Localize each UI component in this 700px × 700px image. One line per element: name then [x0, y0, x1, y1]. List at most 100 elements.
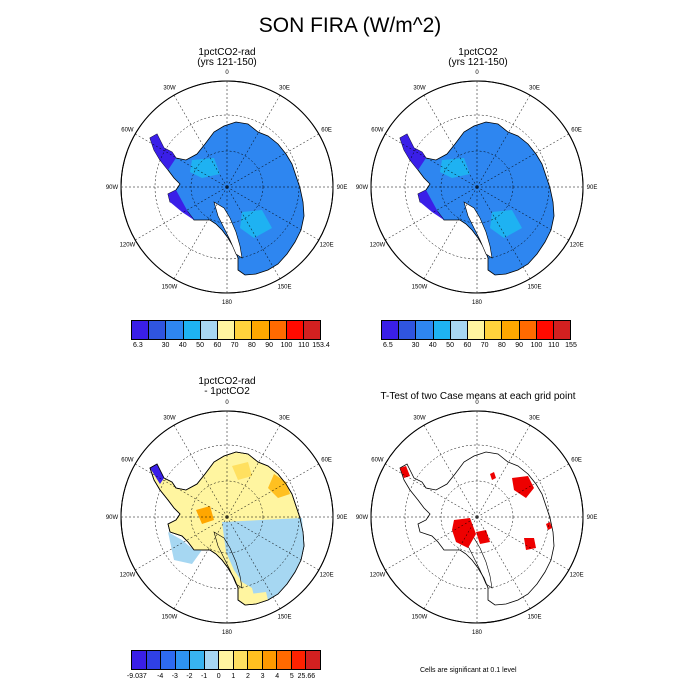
- peninsula-patch: [150, 134, 176, 170]
- meridian-line: [385, 463, 478, 518]
- colorbar-swatch: [433, 321, 451, 339]
- colorbar-panel1: [131, 320, 321, 340]
- meridian-line: [476, 463, 569, 518]
- colorbar-tick-label: 40: [428, 342, 437, 349]
- colorbar-tick-label: 3: [260, 673, 265, 680]
- longitude-label: 30E: [529, 415, 540, 421]
- meridian-line: [423, 425, 478, 518]
- longitude-label: 150E: [277, 615, 291, 621]
- colorbar-swatch: [161, 651, 176, 669]
- longitude-label: 30W: [413, 415, 426, 421]
- colorbar-swatch: [286, 321, 304, 339]
- colorbar-swatch: [485, 321, 503, 339]
- positive-anomaly-patch: [250, 592, 268, 604]
- longitude-label: 60W: [121, 458, 134, 464]
- figure-title: SON FIRA (W/m^2): [258, 14, 442, 37]
- colorbar-swatch: [175, 651, 191, 669]
- colorbar-swatch: [399, 321, 417, 339]
- colorbar-tick-label: 100: [530, 342, 543, 349]
- panel2-title-line2: (yrs 121-150): [448, 57, 508, 68]
- longitude-label: 120E: [570, 573, 584, 579]
- longitude-label: 60W: [371, 458, 384, 464]
- colorbar-swatch: [204, 651, 220, 669]
- colorbar-swatch: [269, 321, 287, 339]
- colorbar-tick-label: -4: [157, 673, 164, 680]
- colorbar-swatch: [190, 651, 205, 669]
- meridian-line: [423, 516, 478, 609]
- colorbar-swatch: [277, 651, 292, 669]
- colorbar-tick-label: 90: [265, 342, 274, 349]
- colorbar-tick-label: 1: [231, 673, 236, 680]
- longitude-label: 90E: [587, 185, 598, 191]
- significant-cell-cluster: [476, 530, 490, 544]
- longitude-label: 120W: [370, 573, 386, 579]
- longitude-label: 120E: [320, 573, 334, 579]
- meridian-line: [226, 516, 281, 609]
- colorbar-tick-label: -3: [171, 673, 178, 680]
- meridian-line: [476, 516, 569, 571]
- longitude-label: 60E: [571, 128, 582, 134]
- colorbar-tick-label: 153.4: [312, 342, 330, 349]
- panel1-title-line2: (yrs 121-150): [197, 57, 257, 68]
- negative-anomaly-region: [168, 532, 202, 564]
- map-panel-difference: 0 30E 60E 90E 120E 150E 180 150W 120W 90W 60W 30W: [106, 400, 348, 636]
- panel3-title: 1pctCO2-rad - 1pctCO2: [147, 377, 307, 397]
- colorbar-tick-label: -9.037: [126, 673, 147, 680]
- longitude-label: 90E: [337, 515, 348, 521]
- longitude-label: 180: [472, 300, 483, 306]
- meridian-line: [173, 425, 228, 518]
- colorbar-tick-label: 80: [248, 342, 256, 349]
- colorbar-swatch: [519, 321, 537, 339]
- colorbar-swatch: [502, 321, 520, 339]
- panel2-title: 1pctCO2 (yrs 121-150): [398, 48, 558, 68]
- significance-note: Cells are significant at 0.1 level: [420, 667, 517, 674]
- meridian-line: [173, 95, 228, 188]
- colorbar-swatch: [132, 651, 147, 669]
- coastal-patch: [418, 190, 444, 220]
- longitude-label: 30E: [279, 415, 290, 421]
- longitude-label: 90E: [337, 185, 348, 191]
- longitude-label: 90E: [587, 515, 598, 521]
- panel1-title: 1pctCO2-rad (yrs 121-150): [147, 48, 307, 68]
- meridian-line: [226, 463, 319, 518]
- positive-anomaly-patch: [268, 474, 290, 498]
- longitude-label: 90W: [356, 515, 369, 521]
- significant-cell-cluster: [452, 518, 476, 548]
- colorbar-tick-label: 4: [275, 673, 280, 680]
- meridian-line: [135, 463, 228, 518]
- interior-patch: [440, 158, 470, 178]
- peninsula-patch: [400, 134, 426, 170]
- meridian-line: [476, 516, 531, 609]
- meridian-line: [385, 186, 478, 241]
- colorbar-tick-label: 90: [515, 342, 524, 349]
- ice-shelf-outline: [463, 531, 493, 589]
- positive-anomaly-patch: [232, 462, 252, 480]
- colorbar-swatch: [166, 321, 184, 339]
- longitude-label: 120W: [370, 243, 386, 249]
- longitude-label: 180: [472, 630, 483, 636]
- colorbar-tick-label: -2: [186, 673, 193, 680]
- antarctica-coastline: [149, 451, 305, 606]
- panel2-title-line1: 1pctCO2: [458, 47, 498, 58]
- longitude-label: 30W: [413, 85, 426, 91]
- colorbar-swatch: [252, 321, 270, 339]
- meridian-line: [385, 516, 478, 571]
- longitude-label: 30E: [279, 85, 290, 91]
- colorbar-swatch: [217, 321, 236, 339]
- map-panel-ttest: 0 30E 60E 90E 120E 150E 180 150W 120W 90W 60W 30W: [356, 400, 598, 636]
- longitude-label: 90W: [106, 515, 119, 521]
- meridian-line: [226, 186, 281, 279]
- colorbar-swatch: [382, 321, 400, 339]
- meridian-line: [135, 133, 228, 188]
- colorbar-tick-label: 70: [230, 342, 239, 349]
- colorbar-tick-label: 30: [161, 342, 170, 349]
- colorbar-swatch: [291, 651, 307, 669]
- colorbar-swatch: [146, 651, 162, 669]
- longitude-label: 120W: [120, 243, 136, 249]
- colorbar-difference: [131, 650, 321, 670]
- colorbar-tick-label: 60: [213, 342, 222, 349]
- colorbar-swatch: [200, 321, 218, 339]
- panel3-title-line1: 1pctCO2-rad: [198, 376, 256, 387]
- meridian-line: [226, 95, 281, 188]
- interior-patch: [240, 210, 272, 238]
